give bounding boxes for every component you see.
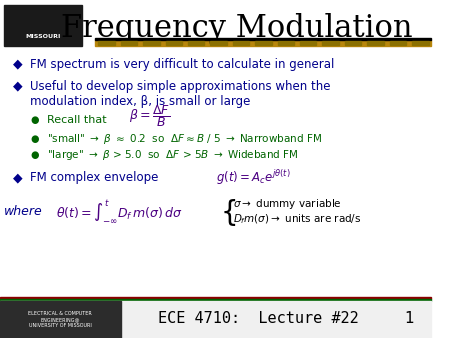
Text: FM complex envelope: FM complex envelope — [30, 171, 158, 184]
Bar — [166, 41, 182, 45]
Bar — [255, 41, 272, 45]
Bar — [98, 41, 115, 45]
Bar — [121, 41, 137, 45]
Text: Useful to develop simple approximations when the: Useful to develop simple approximations … — [30, 80, 331, 93]
Bar — [233, 41, 249, 45]
Text: modulation index, β, is small or large: modulation index, β, is small or large — [30, 95, 251, 108]
Text: 1: 1 — [405, 311, 414, 326]
Text: $\sigma \rightarrow$ dummy variable: $\sigma \rightarrow$ dummy variable — [233, 197, 342, 212]
Text: $g(t) = A_c e^{j\theta(t)}$: $g(t) = A_c e^{j\theta(t)}$ — [216, 168, 290, 187]
Bar — [367, 41, 384, 45]
Bar — [143, 41, 159, 45]
Bar — [0, 301, 121, 338]
Bar — [412, 41, 428, 45]
Text: Frequency Modulation: Frequency Modulation — [61, 13, 413, 44]
Text: FM spectrum is very difficult to calculate in general: FM spectrum is very difficult to calcula… — [30, 58, 334, 71]
Text: ECE 4710:  Lecture #22: ECE 4710: Lecture #22 — [158, 311, 359, 326]
Bar — [300, 41, 316, 45]
Bar — [278, 41, 294, 45]
Text: ●: ● — [30, 115, 39, 125]
Bar — [4, 5, 82, 46]
Text: $\theta(t) = \int_{-\infty}^{t} D_f\, m(\sigma)\, d\sigma$: $\theta(t) = \int_{-\infty}^{t} D_f\, m(… — [56, 198, 182, 225]
Bar — [211, 41, 227, 45]
Text: MISSOURI: MISSOURI — [26, 34, 61, 39]
Bar — [0, 299, 431, 301]
Text: ●: ● — [30, 150, 39, 161]
Text: $\{$: $\{$ — [220, 197, 236, 228]
Bar — [323, 41, 339, 45]
Text: "small" $\rightarrow$ $\beta$ $\approx$ 0.2  so  $\Delta F \approx B$ / 5 $\righ: "small" $\rightarrow$ $\beta$ $\approx$ … — [47, 131, 322, 146]
Bar — [95, 38, 431, 40]
Bar — [345, 41, 361, 45]
Bar — [0, 297, 431, 299]
Text: $\beta = \dfrac{\Delta F}{B}$: $\beta = \dfrac{\Delta F}{B}$ — [129, 103, 171, 128]
Text: ●: ● — [30, 134, 39, 144]
Text: ◆: ◆ — [13, 171, 22, 184]
Text: ELECTRICAL & COMPUTER
ENGINEERING@
UNIVERSITY OF MISSOURI: ELECTRICAL & COMPUTER ENGINEERING@ UNIVE… — [28, 311, 92, 328]
Text: ◆: ◆ — [13, 80, 22, 93]
Bar — [0, 301, 431, 338]
Text: Recall that: Recall that — [47, 115, 107, 125]
Text: "large" $\rightarrow$ $\beta$ > 5.0  so  $\Delta F$ > 5$B$ $\rightarrow$ Wideban: "large" $\rightarrow$ $\beta$ > 5.0 so $… — [47, 148, 299, 163]
Bar — [95, 40, 431, 46]
Text: where: where — [4, 205, 43, 218]
Text: ◆: ◆ — [13, 58, 22, 71]
Text: $D_f m(\sigma) \rightarrow$ units are rad/s: $D_f m(\sigma) \rightarrow$ units are ra… — [233, 213, 361, 226]
Bar — [188, 41, 204, 45]
Bar — [390, 41, 406, 45]
